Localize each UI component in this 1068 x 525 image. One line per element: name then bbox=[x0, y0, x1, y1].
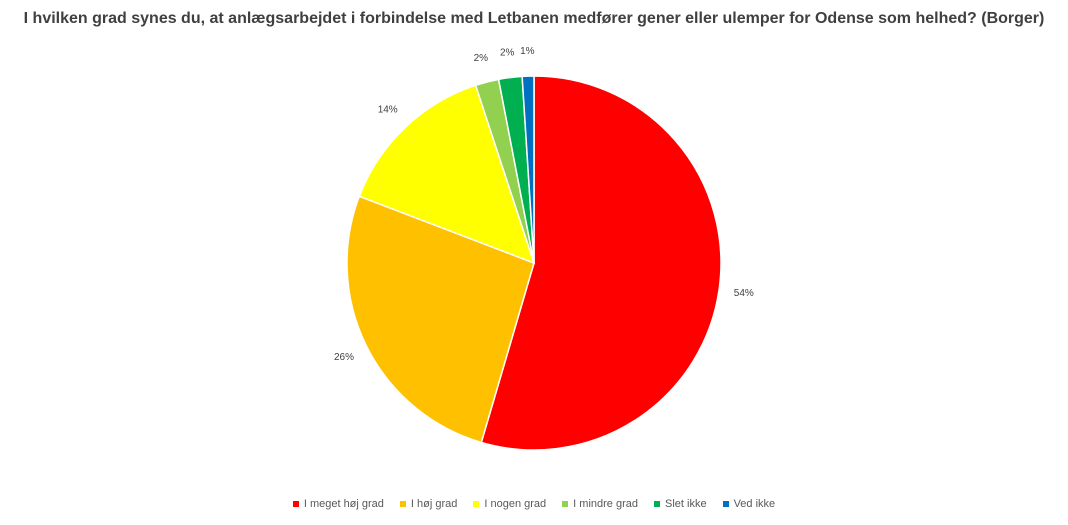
pie-slices bbox=[346, 75, 722, 451]
legend-label: I nogen grad bbox=[484, 498, 547, 510]
pie-slice bbox=[358, 84, 536, 265]
legend-swatch bbox=[562, 501, 569, 507]
data-label: 54% bbox=[734, 288, 754, 299]
legend-item: Slet ikke bbox=[653, 498, 707, 510]
legend-item: I meget høj grad bbox=[292, 498, 384, 510]
legend-swatch bbox=[473, 501, 480, 507]
legend-label: I mindre grad bbox=[573, 498, 638, 510]
legend-item: I nogen grad bbox=[473, 498, 546, 510]
legend-swatch bbox=[292, 501, 299, 507]
data-label: 14% bbox=[378, 105, 398, 116]
legend-item: I høj grad bbox=[399, 498, 458, 510]
legend-label: I høj grad bbox=[410, 498, 458, 510]
legend-item: Ved ikke bbox=[722, 498, 776, 510]
legend-item: I mindre grad bbox=[562, 498, 638, 510]
pie-slice bbox=[346, 195, 535, 444]
legend: I meget høj grad I høj grad I nogen grad… bbox=[0, 498, 1068, 510]
legend-label: I meget høj grad bbox=[303, 498, 384, 510]
data-label: 1% bbox=[520, 46, 535, 57]
chart-title: I hvilken grad synes du, at anlægsarbejd… bbox=[23, 10, 1045, 27]
legend-label: Ved ikke bbox=[733, 498, 776, 510]
data-label: 2% bbox=[500, 48, 515, 59]
data-label: 26% bbox=[334, 352, 354, 363]
data-label: 2% bbox=[474, 53, 489, 64]
legend-swatch bbox=[399, 501, 406, 507]
legend-label: Slet ikke bbox=[664, 498, 707, 510]
legend-swatch bbox=[722, 501, 729, 507]
pie-data-labels: 54% 26% 14% 2% 2% 1% bbox=[334, 46, 754, 363]
legend-swatch bbox=[653, 501, 660, 507]
pie-slice bbox=[521, 75, 535, 264]
pie-slice bbox=[480, 75, 722, 451]
